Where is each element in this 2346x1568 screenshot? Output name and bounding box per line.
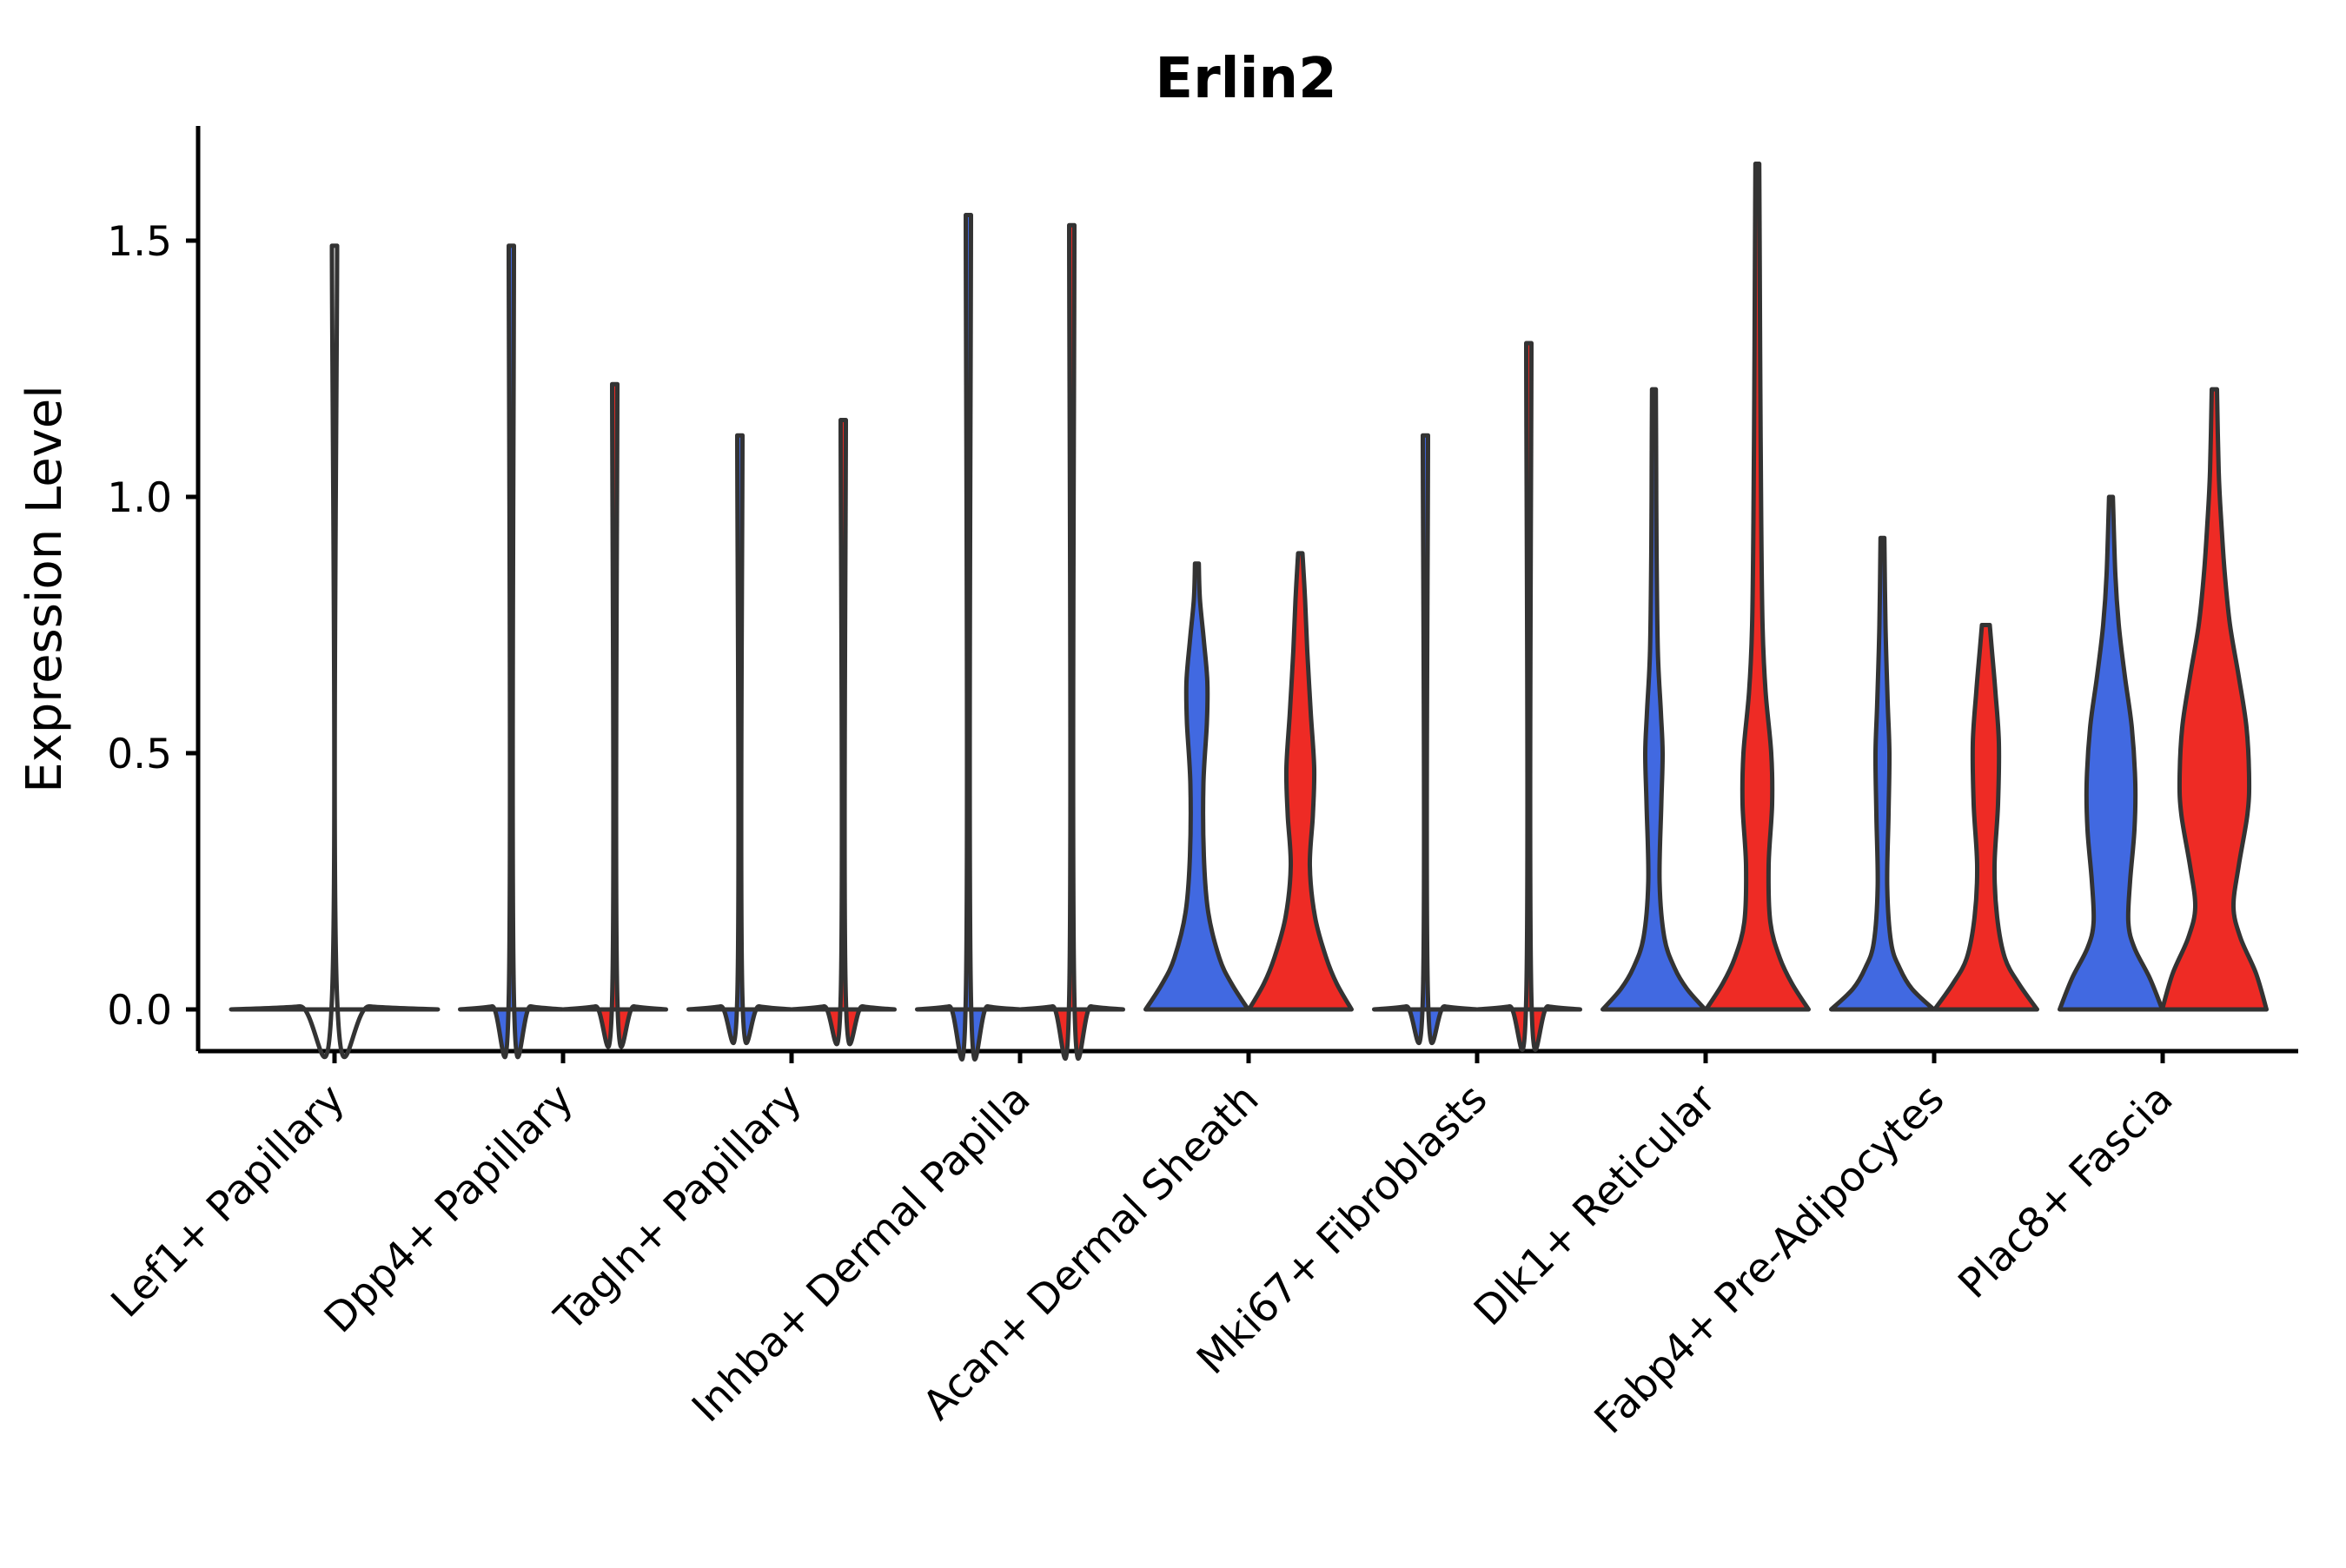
y-axis-label: Expression Level (17, 385, 73, 793)
chart-title: Erlin2 (1155, 47, 1336, 111)
violin-right (1475, 341, 1582, 1052)
violin-right (1932, 623, 2039, 1012)
violin-right (1018, 222, 1125, 1062)
violin-left (1600, 387, 1707, 1012)
violin-left (2058, 494, 2164, 1012)
violin-center (229, 243, 441, 1060)
y-axis-tick-labels: 1.5 1.0 0.5 0.0 (107, 218, 172, 1035)
x-tick-label: Dpp4+ Papillary (315, 1075, 583, 1343)
violin-right (2160, 387, 2269, 1012)
x-tick-label: Dlk1+ Reticular (1465, 1075, 1726, 1335)
y-tick-label: 1.5 (107, 218, 172, 266)
violin-left (1143, 561, 1250, 1012)
x-tick-label: Tagln+ Papillary (546, 1075, 812, 1341)
violin-left (1372, 433, 1479, 1046)
y-tick-label: 0.0 (107, 987, 172, 1035)
y-tick-label: 0.5 (107, 731, 172, 778)
violin-left (915, 213, 1022, 1062)
violin-left (686, 433, 793, 1046)
violin-left (1829, 535, 1936, 1012)
violin-right (1247, 551, 1354, 1012)
violin-right (1704, 162, 1811, 1012)
x-tick-label: Plac8+ Fascia (1950, 1075, 2183, 1308)
violin-right (561, 381, 668, 1049)
x-tick-label: Lef1+ Papillary (103, 1075, 355, 1327)
violin-right (790, 418, 897, 1047)
violins-layer (229, 162, 2269, 1062)
y-axis-ticks (186, 238, 198, 1012)
violin-left (458, 243, 565, 1060)
y-tick-label: 1.0 (107, 474, 172, 522)
